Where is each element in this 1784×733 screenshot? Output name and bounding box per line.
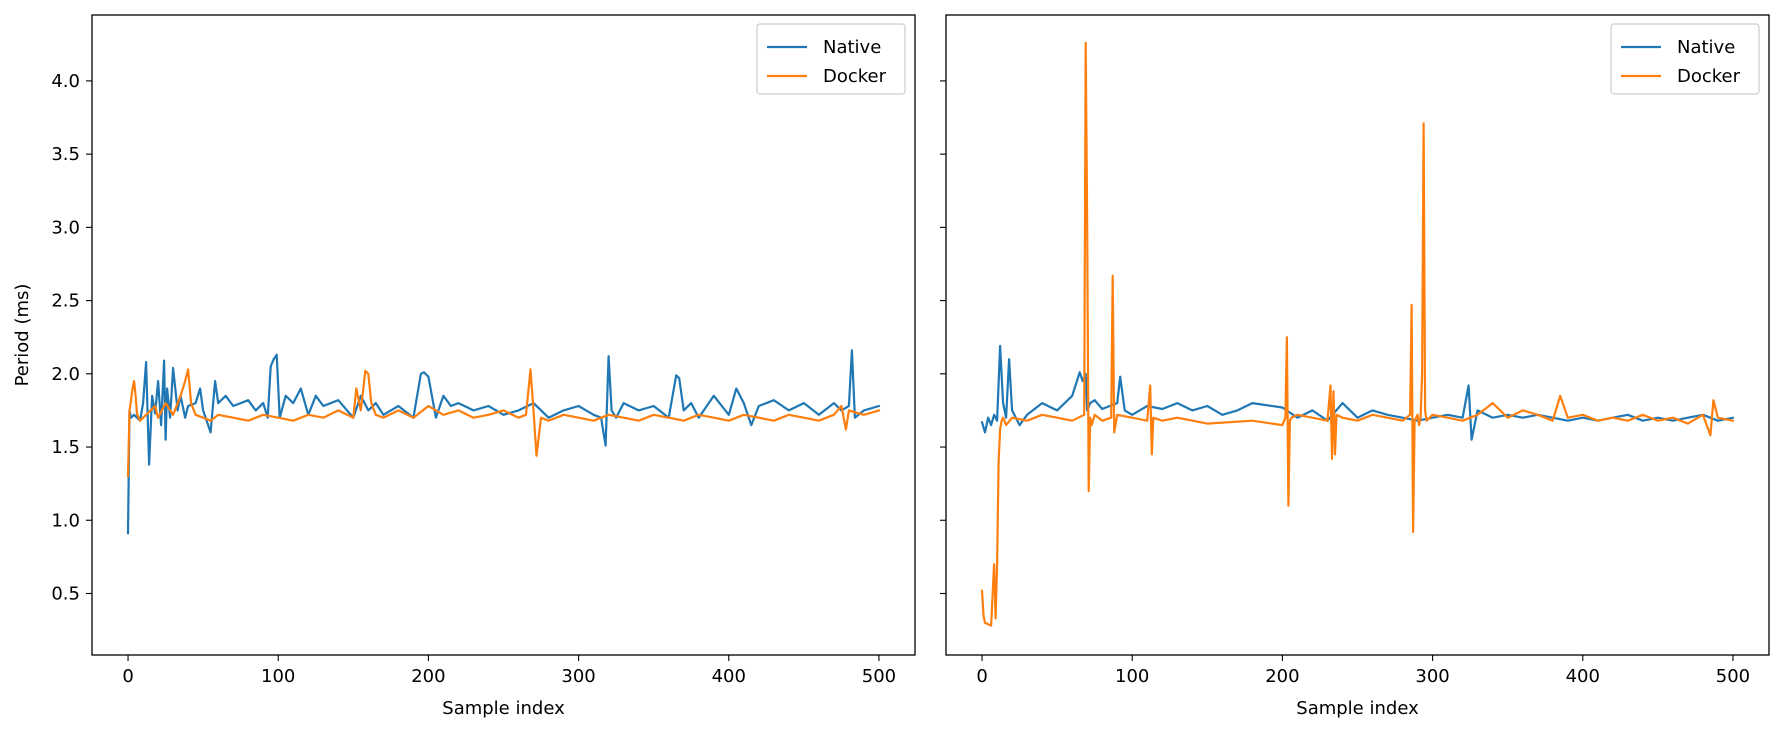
plot-area [980,41,1735,627]
legend: Native Docker [756,23,906,95]
x-tick-label: 300 [561,666,595,687]
plot-area [126,349,881,535]
y-tick-label: 1.5 [51,437,80,458]
subplot-2: 0 100 200 300 400 500 Sample index Native Docker [940,14,1770,719]
x-tick-label: 100 [1115,666,1149,687]
x-tick-label: 400 [1566,666,1600,687]
legend-label-docker: Docker [1677,66,1741,87]
legend-label-native: Native [1677,37,1735,58]
x-tick-label: 0 [976,666,987,687]
x-tick-label: 200 [1265,666,1299,687]
legend-label-native: Native [823,37,881,58]
series-line-native [980,344,1735,441]
y-tick-label: 2.0 [51,364,80,385]
y-axis-label: Period (ms) [12,284,33,387]
x-tick-label: 300 [1415,666,1449,687]
subplot-1: 0 100 200 300 400 500 0.5 1.0 1.5 2.0 2.5 3.0 3.5 4.0… [12,14,916,719]
legend-label-docker: Docker [823,66,887,87]
x-tick-label: 500 [1716,666,1750,687]
y-tick-label: 3.0 [51,217,80,238]
y-tick-label: 3.5 [51,144,80,165]
series-line-docker [126,368,881,478]
y-tick-label: 2.5 [51,291,80,312]
x-tick-label: 0 [122,666,133,687]
legend: Native Docker [1610,23,1760,95]
y-tick-label: 1.0 [51,510,80,531]
x-tick-label: 100 [261,666,295,687]
series-line-native [126,349,881,535]
y-tick-label: 0.5 [51,583,80,604]
x-tick-label: 200 [411,666,445,687]
series-line-docker [980,41,1735,627]
x-axis-label: Sample index [1296,698,1419,719]
x-tick-label: 500 [862,666,896,687]
x-tick-label: 400 [712,666,746,687]
y-tick-label: 4.0 [51,71,80,92]
x-axis-label: Sample index [442,698,565,719]
axes-frame [91,14,916,656]
axes-frame [945,14,1770,656]
